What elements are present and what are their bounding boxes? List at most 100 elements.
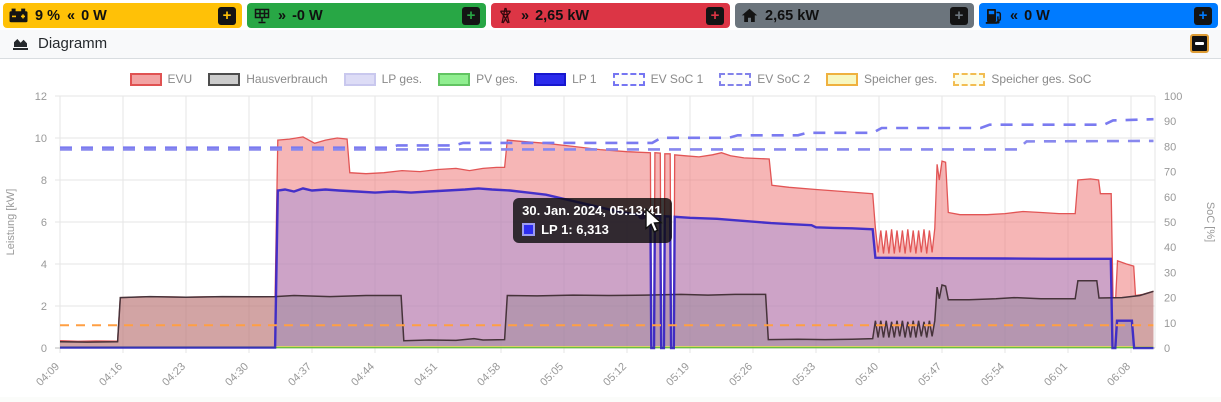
svg-text:06:01: 06:01 [1042,361,1070,389]
legend-label: LP ges. [381,72,423,86]
expand-pv-button[interactable]: + [462,6,480,25]
legend-label: PV ges. [476,72,519,86]
chart-card: EVU Hausverbrauch LP ges. PV ges. LP 1 EV SoC… [0,59,1221,397]
legend-swatch [343,72,376,86]
series-line-ev-soc-1 [60,117,1154,150]
svg-text:05:40: 05:40 [853,361,881,389]
legend-swatch [438,72,471,86]
badge-pv[interactable]: » -0 W + [247,3,486,28]
badge-value: 0 W [81,7,107,24]
svg-text:90: 90 [1164,116,1176,128]
svg-text:06:08: 06:08 [1105,361,1133,389]
svg-text:04:37: 04:37 [286,361,314,389]
house-icon [741,8,758,23]
expand-evu-button[interactable]: + [706,6,724,25]
badge-haus[interactable]: 2,65 kW + [735,3,974,28]
svg-text:4: 4 [41,259,47,271]
svg-text:20: 20 [1164,293,1176,305]
arrow-right-icon: » [278,7,286,24]
svg-text:04:30: 04:30 [223,361,251,389]
svg-text:50: 50 [1164,217,1176,229]
series-fill-hausverbrauch [60,280,1154,348]
legend-label: Speicher ges. [864,72,938,86]
legend-item-ev-soc-1[interactable]: EV SoC 1 [612,72,704,86]
legend-item-lp-1[interactable]: LP 1 [534,72,597,86]
legend-item-pv-ges-[interactable]: PV ges. [438,72,518,86]
badge-speicher[interactable]: 9 % « 0 W + [3,3,242,28]
svg-text:12: 12 [35,91,47,103]
y-right-axis-title: SoC [%] [1204,202,1216,242]
expand-speicher-button[interactable]: + [218,6,236,25]
legend-label: Hausverbrauch [246,72,328,86]
power-tower-icon [497,7,514,24]
svg-text:05:12: 05:12 [601,361,629,389]
series-fill-lp-ges- [60,188,1154,348]
legend-label: EVU [167,72,193,86]
chart-area-icon [12,36,29,51]
series-line-ev-soc-2 [60,139,1154,151]
legend-item-ev-soc-2[interactable]: EV SoC 2 [719,72,810,86]
legend-item-lp-ges-[interactable]: LP ges. [343,72,423,86]
series-line-hausverbrauch [59,280,1154,343]
svg-text:80: 80 [1164,141,1176,153]
legend-item-speicher-ges-soc[interactable]: Speicher ges. SoC [953,72,1091,86]
series-line-evu [59,136,1154,349]
svg-text:0: 0 [41,343,47,355]
svg-text:04:16: 04:16 [97,361,125,389]
badge-value: -0 W [292,7,323,24]
legend-item-hausverbrauch[interactable]: Hausverbrauch [208,72,328,86]
svg-text:100: 100 [1164,91,1182,103]
badge-percent: 9 % [35,7,60,24]
status-bar: 9 % « 0 W + » -0 W + » 2,65 kW + [0,0,1221,30]
svg-text:10: 10 [35,133,47,145]
svg-text:2: 2 [41,301,47,313]
svg-text:05:05: 05:05 [538,361,566,389]
badge-evu[interactable]: » 2,65 kW + [491,3,730,28]
svg-text:04:09: 04:09 [34,361,62,389]
svg-text:30: 30 [1164,267,1176,279]
svg-text:70: 70 [1164,167,1176,179]
svg-text:60: 60 [1164,192,1176,204]
hover-point-marker [637,211,647,220]
legend-item-evu[interactable]: EVU [129,72,193,86]
badge-ladepunkt[interactable]: « 0 W + [979,3,1218,28]
legend-label: LP 1 [572,72,597,86]
svg-text:8: 8 [41,175,47,187]
power-soc-chart[interactable]: 0 2 4 6 8 10 12 0 10 20 30 40 50 60 70 80 90 100 04:09 04:1… [0,91,1221,397]
legend-swatch [953,72,986,86]
legend-item-speicher-ges-[interactable]: Speicher ges. [826,72,937,86]
legend-label: EV SoC 1 [650,72,704,86]
battery-icon [9,8,28,23]
svg-text:0: 0 [1164,343,1170,355]
chart-area[interactable]: 0 2 4 6 8 10 12 0 10 20 30 40 50 60 70 80 90 100 04:09 04:1… [0,91,1221,397]
legend-swatch [719,72,752,86]
expand-ladepunkt-button[interactable]: + [1194,6,1212,25]
diagram-header: Diagramm [0,30,1221,59]
svg-text:6: 6 [41,217,47,229]
svg-text:05:19: 05:19 [664,361,692,389]
badge-value: 2,65 kW [765,7,819,24]
svg-text:05:47: 05:47 [916,361,944,389]
solar-panel-icon [253,8,271,24]
section-title: Diagramm [38,35,108,52]
badge-value: 2,65 kW [535,7,590,24]
arrow-right-icon: » [521,7,529,24]
svg-text:10: 10 [1164,318,1176,330]
series-group [59,117,1154,350]
svg-text:05:33: 05:33 [790,361,818,389]
legend-swatch [208,72,241,86]
legend-swatch [612,72,645,86]
minus-icon [1195,42,1204,45]
svg-text:40: 40 [1164,242,1176,254]
arrow-left-icon: « [1010,7,1018,24]
collapse-diagram-button[interactable] [1190,34,1209,53]
expand-haus-button[interactable]: + [950,6,968,25]
y-left-axis-title: Leistung [kW] [5,189,17,256]
svg-text:05:54: 05:54 [979,361,1007,389]
arrow-left-icon: « [67,7,75,24]
chart-legend: EVU Hausverbrauch LP ges. PV ges. LP 1 EV SoC… [0,67,1221,91]
svg-text:05:26: 05:26 [727,361,755,389]
svg-text:04:58: 04:58 [475,361,503,389]
svg-text:04:51: 04:51 [412,361,440,389]
